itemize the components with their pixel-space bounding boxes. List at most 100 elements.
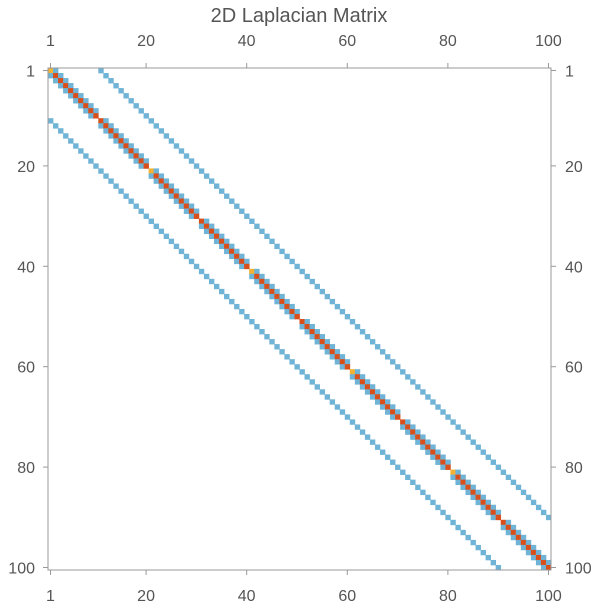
offdiagonal-cell [374,399,381,405]
offdiagonal-cell [485,509,491,516]
band-cell [374,444,381,450]
diagonal-cell [339,359,346,365]
band-cell [490,459,497,465]
band-cell [485,454,491,460]
offdiagonal-cell [435,449,441,455]
band-cell [520,489,527,496]
diagonal-cell [445,464,451,470]
offdiagonal-cell [339,354,346,360]
offdiagonal-cell [259,273,265,280]
offdiagonal-cell [198,223,205,229]
band-cell [540,509,547,516]
offdiagonal-cell [510,524,517,531]
diagonal-cell [455,474,461,480]
diagonal-cell [73,93,79,99]
band-cell [294,364,300,370]
band-cell [158,128,165,134]
diagonal-cell [475,494,481,501]
band-cell [354,324,361,330]
offdiagonal-cell [274,298,280,305]
band-cell [344,414,351,420]
band-cell [445,514,451,521]
offdiagonal-cell [334,349,341,355]
matrix-cells [48,68,552,571]
band-cell [385,454,391,460]
band-cell [249,218,255,224]
offdiagonal-cell [309,324,315,330]
band-cell [153,123,160,129]
diagonal-cell [535,554,542,561]
offdiagonal-cell [78,103,84,109]
offdiagonal-cell [425,439,431,445]
band-cell [123,93,129,99]
band-cell [324,394,331,400]
diagonal-cell [188,208,195,214]
band-cell [304,273,310,280]
x-tick-label-top: 100 [535,33,562,50]
diagonal-cell [525,544,532,551]
offdiagonal-cell [410,424,416,430]
offdiagonal-cell [88,113,94,119]
diagonal-cell [500,519,507,526]
band-cell [148,218,154,224]
band-cell [224,293,230,300]
band-cell [213,183,220,189]
diagonal-cell [284,303,290,310]
band-cell [470,439,476,445]
diagonal-cell [118,138,124,144]
offdiagonal-cell [520,544,527,551]
band-cell [188,158,195,164]
y-tick-label-right: 40 [565,259,583,276]
band-cell [299,369,305,375]
diagonal-cell [249,268,255,275]
band-cell [480,549,486,556]
diagonal-cell [259,278,265,285]
offdiagonal-cell [219,233,225,240]
offdiagonal-cell [173,188,180,194]
offdiagonal-cell [314,329,320,335]
offdiagonal-cell [515,529,522,536]
band-cell [193,263,200,270]
diagonal-cell [420,439,426,445]
diagonal-cell [480,499,486,506]
band-cell [379,349,386,355]
band-cell [435,504,441,511]
offdiagonal-cell [344,359,351,365]
band-cell [369,439,376,445]
band-cell [465,434,471,440]
band-cell [264,233,270,240]
diagonal-cell [314,334,320,340]
offdiagonal-cell [505,519,512,526]
band-cell [274,344,280,350]
diagonal-cell [390,409,396,415]
diagonal-cell [93,113,99,119]
diagonal-cell [178,198,185,204]
offdiagonal-cell [183,208,190,214]
band-cell [274,243,280,250]
offdiagonal-cell [118,143,124,149]
diagonal-cell [289,308,295,315]
band-cell [289,359,295,365]
band-cell [505,474,512,480]
band-cell [359,329,366,335]
offdiagonal-cell [334,359,341,365]
offdiagonal-cell [279,303,285,310]
band-cell [359,429,366,435]
band-cell [98,68,104,74]
offdiagonal-cell [359,374,366,380]
offdiagonal-cell [405,419,411,425]
offdiagonal-cell [530,554,537,561]
band-cell [279,349,285,355]
offdiagonal-cell [294,308,300,315]
band-cell [178,148,185,154]
band-cell [208,278,215,285]
offdiagonal-cell [208,223,215,229]
offdiagonal-cell [540,554,547,561]
band-cell [420,489,426,496]
band-cell [113,83,119,89]
band-cell [269,238,275,245]
band-cell [364,334,371,340]
diagonal-cell [113,133,119,139]
offdiagonal-cell [73,88,79,94]
offdiagonal-cell [304,319,310,325]
